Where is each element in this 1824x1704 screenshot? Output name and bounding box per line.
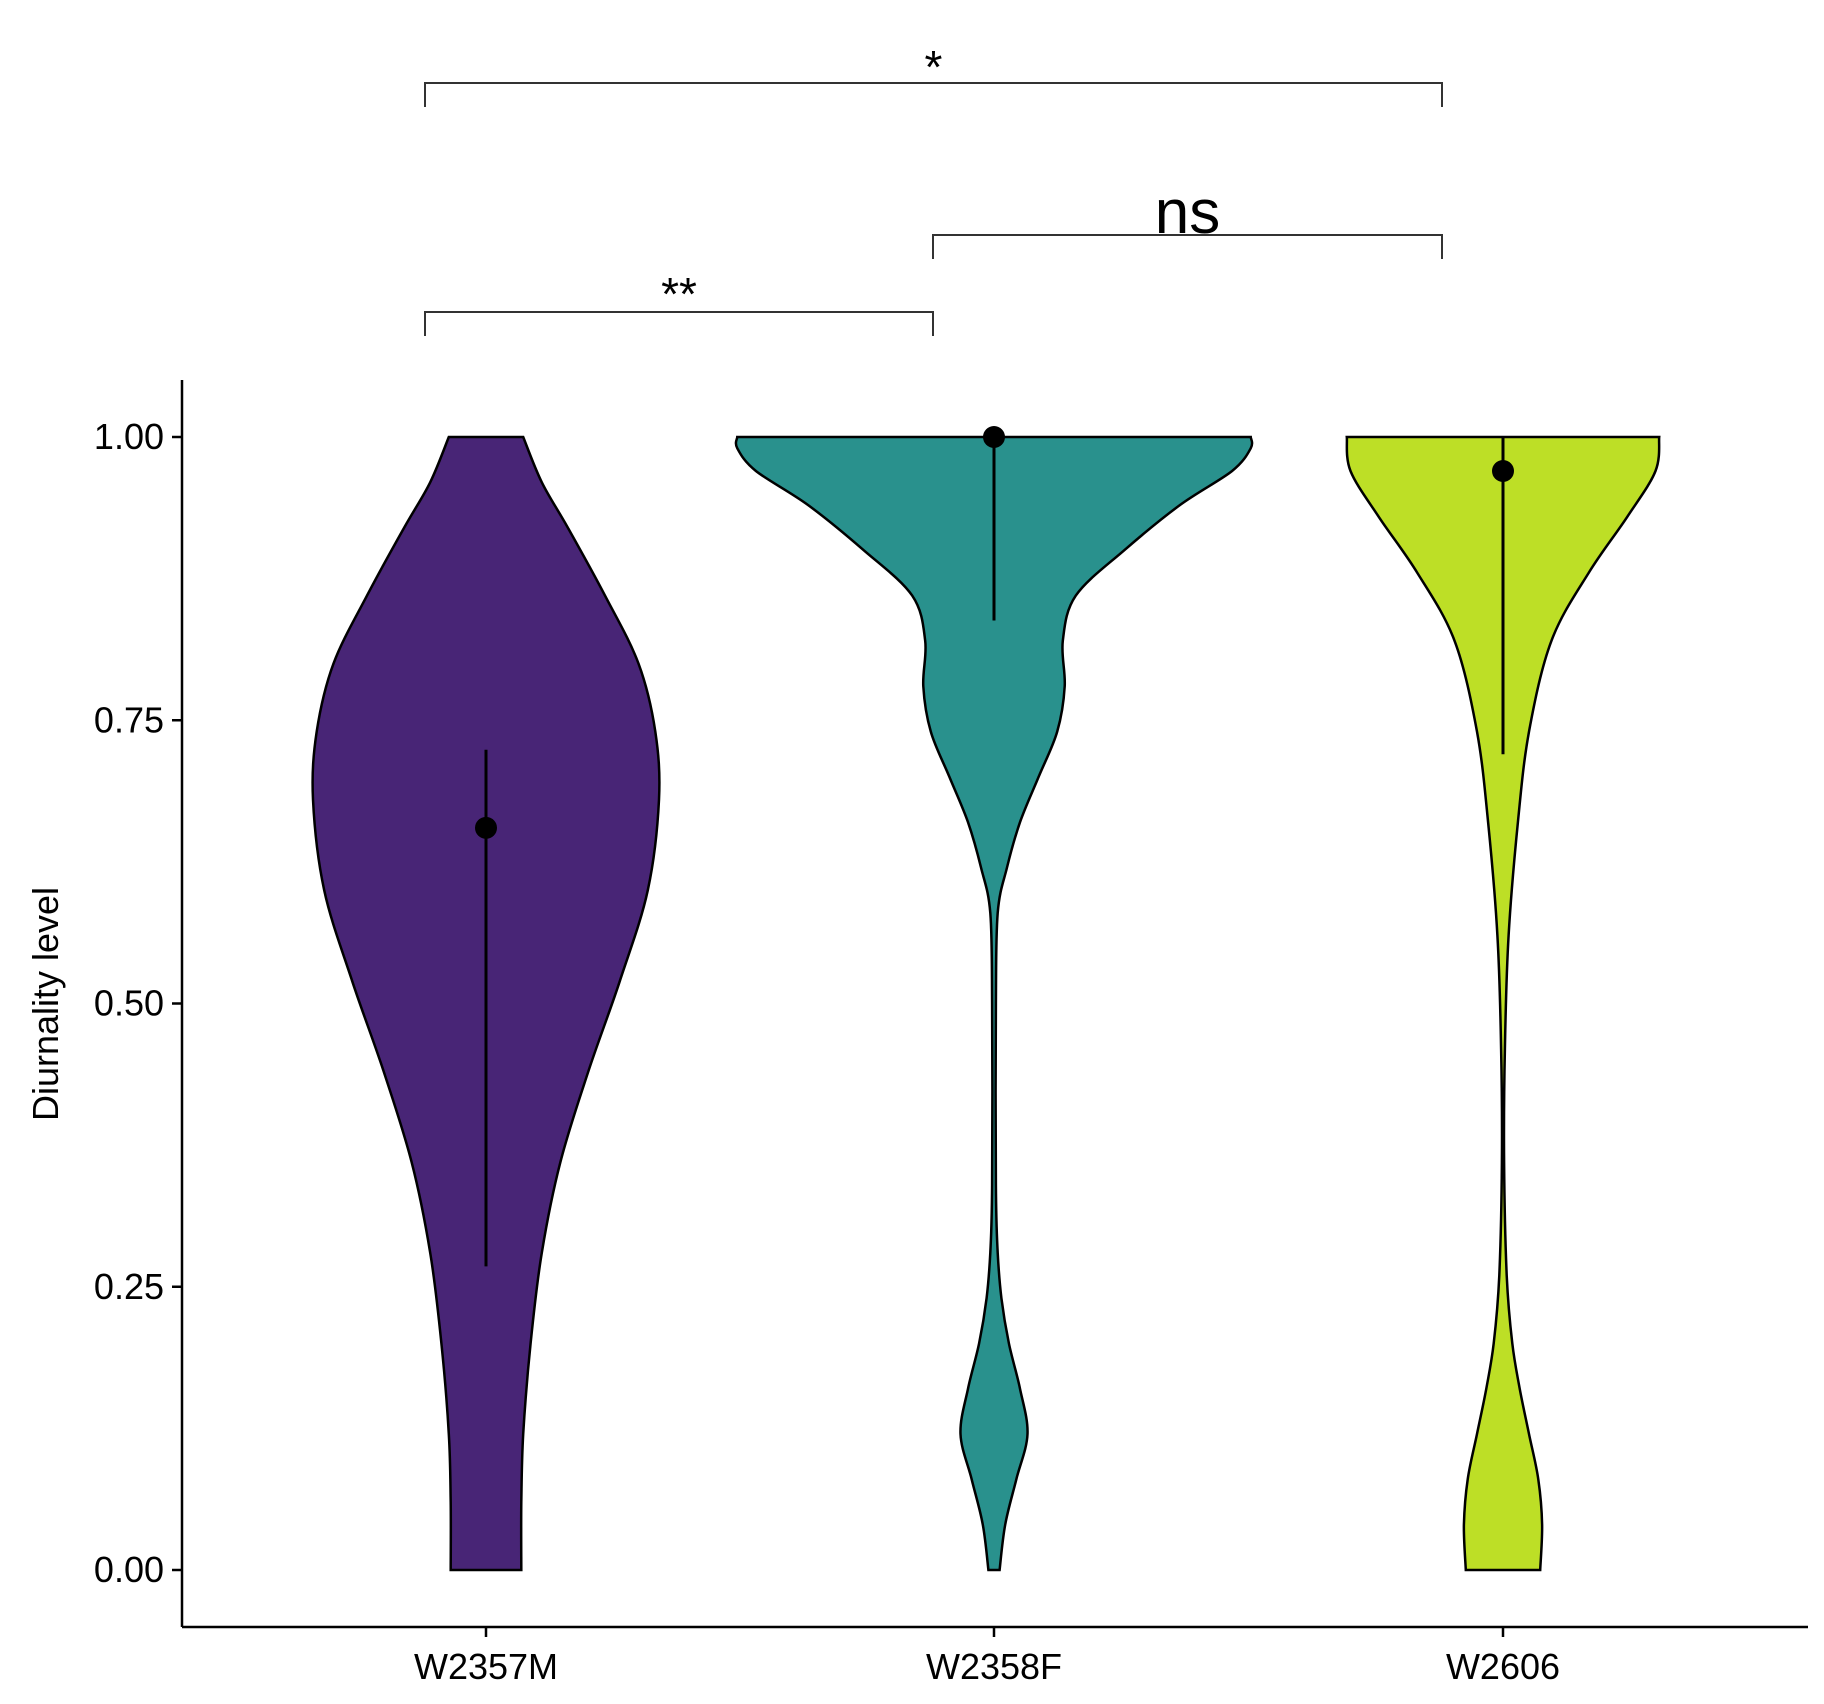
significance-brackets: ** ns *: [424, 41, 1443, 336]
x-tick-label: W2358F: [926, 1646, 1062, 1687]
violins-layer: [311, 435, 1661, 1572]
significance-label: ns: [1155, 178, 1220, 247]
comparison-bracket: [424, 82, 1443, 107]
y-tick-label: 0.75: [94, 699, 164, 740]
median-ranges-layer: [475, 426, 1514, 1267]
y-ticks: 0.00 0.25 0.50 0.75 1.00: [94, 416, 182, 1590]
significance-label: **: [661, 268, 697, 320]
median-point-W2358F: [983, 426, 1005, 448]
median-point-W2357M: [475, 816, 497, 839]
violin-W2606: [1345, 435, 1661, 1572]
y-tick-label: 0.25: [94, 1266, 164, 1307]
violin-W2358F: [734, 435, 1254, 1572]
comparison-bracket: [932, 234, 1443, 259]
x-tick-label: W2606: [1446, 1646, 1560, 1687]
y-tick-label: 1.00: [94, 416, 164, 457]
x-ticks: W2357M W2358F W2606: [414, 1627, 1560, 1687]
y-tick-label: 0.50: [94, 983, 164, 1024]
x-tick-label: W2357M: [414, 1646, 558, 1687]
median-point-W2606: [1492, 459, 1514, 482]
comparison-bracket: [424, 311, 934, 336]
y-axis-title: Diurnality level: [25, 887, 66, 1121]
y-tick-label: 0.00: [94, 1549, 164, 1590]
significance-label: *: [925, 41, 943, 93]
